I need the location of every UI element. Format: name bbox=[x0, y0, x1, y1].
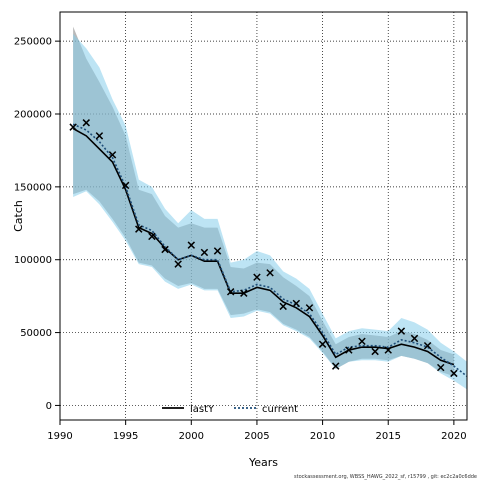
observed-point bbox=[410, 334, 419, 343]
y-tick-label: 150000 bbox=[14, 182, 52, 193]
x-axis-ticks: 1990 1995 2000 2005 2010 2015 2020 bbox=[47, 420, 467, 442]
observed-point bbox=[82, 119, 90, 127]
x-tick-label: 2015 bbox=[375, 431, 400, 442]
legend-label-lastY: lastY bbox=[190, 404, 215, 415]
observed-point bbox=[318, 340, 327, 348]
observed-point bbox=[200, 248, 209, 257]
y-axis-title: Catch bbox=[12, 200, 25, 232]
observed-point bbox=[213, 247, 222, 255]
footer-text: stockassessment.org, WBSS_HAWG_2022_sf, … bbox=[294, 474, 477, 480]
observed-point bbox=[266, 269, 274, 277]
observed-point bbox=[226, 288, 235, 296]
observed-point bbox=[423, 341, 432, 350]
observed-markers bbox=[69, 119, 458, 378]
x-tick-label: 1995 bbox=[113, 431, 138, 442]
x-tick-label: 2005 bbox=[244, 431, 269, 442]
observed-point bbox=[371, 347, 379, 356]
observed-point bbox=[121, 181, 130, 190]
observed-point bbox=[95, 132, 104, 140]
legend-label-current: current bbox=[262, 404, 298, 415]
y-tick-label: 0 bbox=[46, 401, 52, 412]
observed-point bbox=[69, 123, 77, 131]
y-tick-label: 50000 bbox=[20, 328, 52, 339]
y-tick-label: 250000 bbox=[14, 37, 52, 48]
observed-point bbox=[397, 327, 406, 335]
observed-point bbox=[305, 304, 314, 312]
x-tick-label: 2000 bbox=[179, 431, 204, 442]
observed-point bbox=[108, 151, 117, 159]
observed-point bbox=[253, 273, 261, 281]
observed-point bbox=[437, 363, 445, 372]
observed-point bbox=[135, 225, 143, 233]
x-tick-label: 2020 bbox=[441, 431, 466, 442]
confidence-bands bbox=[73, 26, 468, 390]
observed-point bbox=[358, 337, 366, 346]
observed-point bbox=[292, 299, 301, 308]
plot-frame bbox=[59, 11, 468, 421]
legend: lastY current bbox=[162, 404, 298, 415]
x-tick-label: 1990 bbox=[47, 431, 72, 442]
line-current bbox=[72, 123, 468, 377]
band-current bbox=[73, 33, 468, 390]
observed-point bbox=[450, 369, 458, 378]
y-axis-ticks: 0 50000 100000 150000 200000 250000 bbox=[14, 37, 60, 412]
observed-point bbox=[148, 232, 156, 241]
y-tick-label: 200000 bbox=[14, 110, 52, 121]
observed-point bbox=[161, 245, 169, 254]
y-tick-label: 100000 bbox=[14, 255, 52, 266]
x-tick-label: 2010 bbox=[310, 431, 335, 442]
observed-point bbox=[384, 346, 392, 354]
observed-point bbox=[345, 346, 353, 354]
x-axis-title: Years bbox=[248, 456, 278, 469]
observed-point bbox=[331, 362, 340, 370]
observed-point bbox=[240, 289, 248, 297]
observed-point bbox=[279, 302, 287, 311]
observed-point bbox=[174, 260, 182, 268]
observed-point bbox=[187, 241, 196, 249]
